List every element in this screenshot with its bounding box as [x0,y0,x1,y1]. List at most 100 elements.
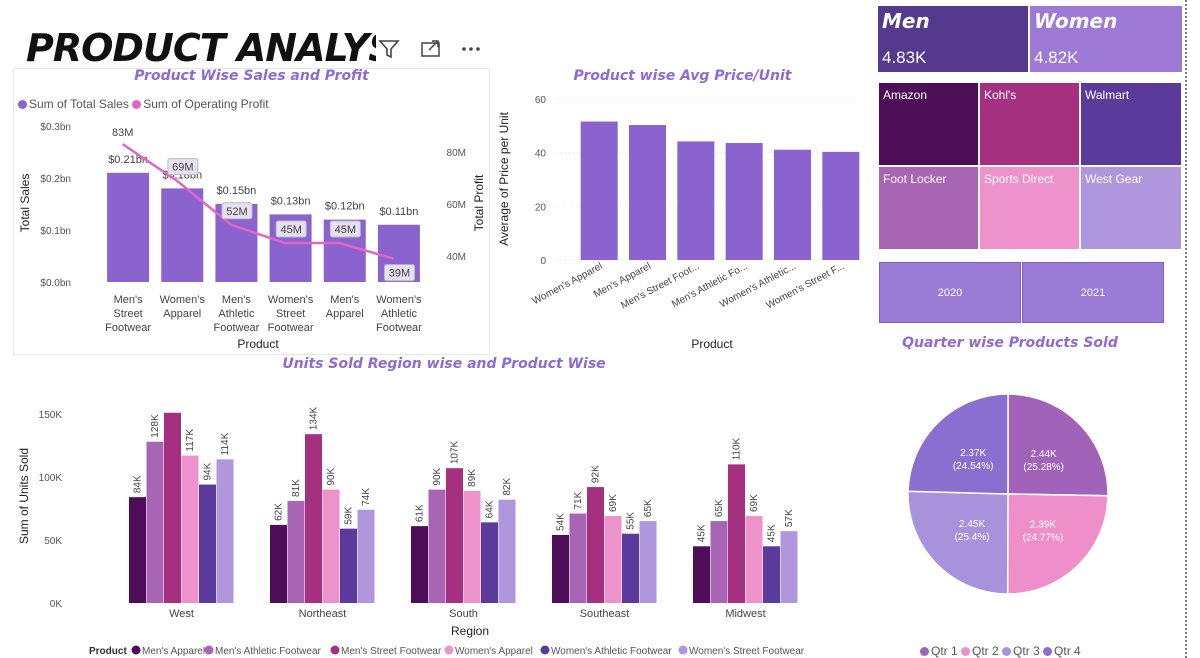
x-axis-title: Region [451,624,489,638]
units-bar [411,526,428,603]
retailer-treemap: Amazon Kohl's Walmart Foot Locker Sports… [878,82,1182,250]
units-bar [164,412,181,603]
y-left-tick-label: $0.1bn [40,226,71,237]
x-tick-label: Men's [330,294,359,306]
units-data-label: 128K [150,414,161,438]
x-tick-label: Women's Apparel [531,261,605,307]
x-tick-label: Northeast [299,608,347,620]
units-bar [340,528,357,603]
legend-item-label: Women's Apparel [455,646,533,657]
treemap-cell-foot-locker[interactable]: Foot Locker [878,166,979,250]
treemap-cell-kohls[interactable]: Kohl's [979,82,1080,166]
price-bar [774,149,811,260]
card-men[interactable]: Men 4.83K [878,6,1028,72]
x-tick-label: South [449,608,478,620]
legend-item-operating-profit[interactable]: Sum of Operating Profit [132,97,269,111]
y-tick-label: 0K [50,599,63,610]
year-slicer-2021[interactable]: 2021 [1022,262,1164,323]
y-tick-label: 150K [39,410,63,421]
x-tick-label: Apparel [163,308,201,320]
legend-dot-icon [131,645,141,655]
units-data-label: 64K [485,500,496,518]
y-axis-title: Average of Price per Unit [497,111,511,246]
profit-data-label: 39M [389,268,410,280]
x-tick-label: Southeast [580,608,630,620]
x-axis-title: Product [691,337,733,351]
avg-price-chart: 0 20 40 60 Average of Price per Unit Product W… [497,95,860,351]
x-tick-label: Athletic [381,308,418,320]
pie-data-label: (24.77%) [1023,533,1064,544]
treemap-cell-west-gear[interactable]: West Gear [1080,166,1182,250]
units-data-label: 151K [168,385,179,409]
legend-dot-icon [204,645,214,655]
pie-data-label: 2.37K [960,448,986,459]
y-right-tick-label: 60M [447,200,466,211]
treemap-cell-walmart[interactable]: Walmart [1080,82,1182,166]
more-options-icon[interactable] [460,38,484,63]
units-bar [446,468,463,603]
sales-profit-chart: $0.0bn $0.1bn $0.2bn $0.3bn 40M 60M 80M Total S… [18,122,486,351]
pie-data-label: (25.28%) [1023,462,1064,473]
profit-line [121,143,394,260]
legend-dot-icon [1043,647,1053,656]
units-data-label: 90K [326,467,337,485]
card-men-label: Men [882,9,930,33]
y-tick-label: 50K [44,536,62,547]
legend-dot-icon [330,645,340,655]
pie-slice [1006,493,1109,595]
page-edge-divider [1185,0,1187,658]
units-data-label: 84K [133,475,144,493]
profit-data-label: 83M [112,127,133,139]
units-data-label: 89K [467,469,478,487]
units-bar [604,516,622,603]
units-data-label: 62K [274,503,285,521]
units-region-chart: 0K 50K 100K 150K Sum of Units Sold Region West… [17,385,805,657]
units-bar [639,521,657,603]
legend-item-label: Men's Apparel [142,646,205,657]
treemap-cell-sports-direct[interactable]: Sports Direct [979,166,1080,250]
y-right-tick-label: 40M [447,252,466,263]
treemap-cell-amazon[interactable]: Amazon [878,82,979,166]
units-bar [287,500,305,603]
profit-data-label-box [167,158,199,176]
units-bar [428,489,446,603]
units-data-label: 81K [291,479,302,497]
pie-slice [907,393,1009,495]
filter-icon[interactable] [378,38,400,65]
units-data-label: 69K [608,494,619,512]
legend-item-qtr3[interactable]: Qtr 3 [1002,644,1040,658]
units-bar [305,434,322,603]
units-bar [728,464,745,603]
units-data-label: 59K [344,507,355,525]
price-bar [580,121,618,260]
legend-dot-icon [920,647,929,656]
units-bar [745,516,763,603]
card-women[interactable]: Women 4.82K [1030,6,1182,72]
year-slicer-2020[interactable]: 2020 [879,262,1021,323]
units-bar [552,534,569,603]
sales-profit-title: Product Wise Sales and Profit [134,68,369,84]
units-bar [710,521,728,603]
sales-data-label: $0.12bn [325,201,365,213]
sales-profit-panel [13,68,490,355]
legend-item-qtr4[interactable]: Qtr 4 [1043,644,1081,658]
units-bar [463,490,481,603]
legend-item-qtr1[interactable]: Qtr 1 [920,644,958,658]
x-tick-label: Women's [376,294,422,306]
units-bar [357,509,375,603]
units-bar [322,489,340,603]
legend-item-qtr2[interactable]: Qtr 2 [961,644,999,658]
units-data-label: 54K [556,513,567,531]
units-bar [693,546,710,603]
units-bar [569,513,587,603]
y-tick-label: 20 [535,202,547,213]
sales-data-label: $0.11bn [379,206,418,218]
focus-mode-icon[interactable] [420,39,442,64]
legend-item-total-sales[interactable]: Sum of Total Sales [18,97,129,111]
units-data-label: 107K [450,440,461,464]
profit-data-label-box [275,220,307,238]
units-region-title: Units Sold Region wise and Product Wise [282,356,606,372]
profit-data-label: 69M [172,162,193,174]
x-tick-label: Street [276,308,305,320]
legend-dot-icon [132,100,142,109]
